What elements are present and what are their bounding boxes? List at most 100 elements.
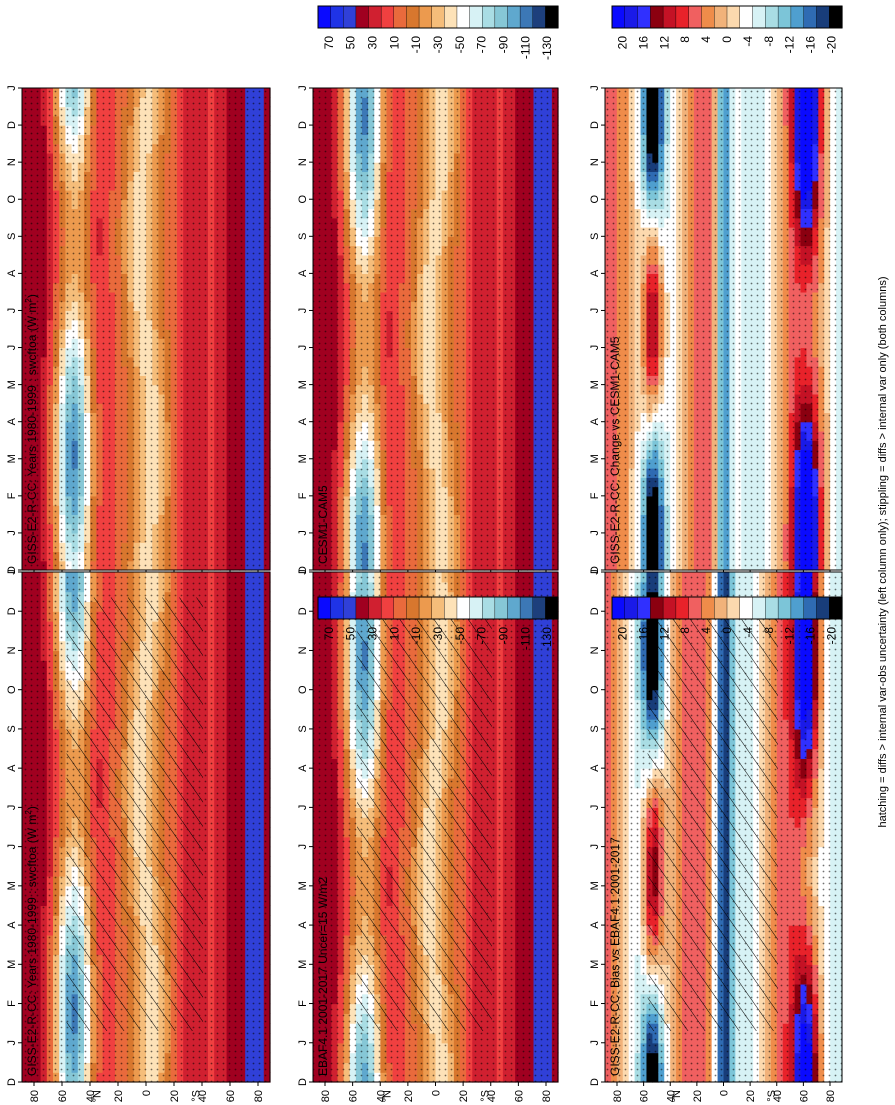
lat-tick-label: 80 (320, 1090, 332, 1102)
month-tick-label: S (297, 725, 309, 732)
colorbar-tick-label: -90 (496, 36, 510, 54)
lat-tick-label: 40 (772, 1090, 784, 1102)
month-tick-label: J (297, 85, 309, 91)
colorbar-tick-label: -70 (475, 36, 489, 54)
month-tick-label: J (589, 844, 601, 850)
month-tick-label: N (589, 158, 601, 166)
month-tick-label: O (589, 195, 601, 204)
month-tick-label: A (297, 417, 309, 425)
month-tick-label: M (589, 380, 601, 389)
colorbar-tick-label: -12 (783, 627, 797, 645)
month-tick-label: J (589, 85, 601, 91)
lat-tick-label: 20 (745, 1090, 757, 1102)
lat-tick-label: 40 (85, 1090, 97, 1102)
colorbar-tick-label: -50 (453, 36, 467, 54)
panel-title: CESM1-CAM5 (316, 485, 330, 564)
month-tick-label: D (589, 121, 601, 129)
colorbar-tick-label: 12 (657, 627, 671, 641)
south-label: °S (766, 1090, 778, 1102)
colorbar-tick-label: 10 (387, 36, 401, 50)
north-label: °N (91, 1090, 103, 1102)
colorbar-tick-label: -110 (518, 627, 532, 650)
panel-p4: 80604020020406080°N°SDJFMAMJJASONDJCESM1… (297, 85, 559, 590)
month-tick-label: J (589, 1040, 601, 1046)
month-tick-label: N (297, 158, 309, 166)
month-tick-label: J (297, 308, 309, 314)
lat-tick-label: 40 (197, 1090, 209, 1102)
month-tick-label: J (297, 1040, 309, 1046)
lat-tick-label: 60 (639, 1090, 651, 1102)
month-tick-label: D (589, 1078, 601, 1086)
colorbar-tick-label: 0 (720, 627, 734, 634)
lat-tick-label: 60 (57, 1090, 69, 1102)
lat-tick-label: 20 (113, 1090, 125, 1102)
colorbar-tick-label: -12 (783, 36, 797, 54)
month-tick-label: M (297, 454, 309, 463)
month-tick-label: M (297, 881, 309, 890)
lat-tick-label: 20 (692, 1090, 704, 1102)
stippling (313, 88, 558, 570)
month-tick-label: O (297, 685, 309, 694)
month-tick-label: J (589, 308, 601, 314)
lat-tick-label: 60 (798, 1090, 810, 1102)
lat-tick-label: 80 (29, 1090, 41, 1102)
month-tick-label: J (6, 569, 18, 575)
colorbar-tick-label: 20 (615, 36, 629, 50)
month-tick-label: S (589, 233, 601, 240)
month-tick-label: J (297, 569, 309, 575)
month-tick-label: F (6, 1000, 18, 1007)
colorbar-tick-label: -30 (431, 36, 445, 54)
colorbar-tick-label: 70 (322, 627, 336, 641)
colorbar-cb1: 70 50 30 10 -10 -30 -50 -70 -90 -110 -130 (317, 5, 559, 60)
north-label: °N (382, 1090, 394, 1102)
month-tick-label: F (6, 492, 18, 499)
colorbar-tick-label: -20 (825, 36, 839, 54)
month-tick-label: J (297, 844, 309, 850)
lat-tick-label: 40 (486, 1090, 498, 1102)
month-tick-label: J (297, 805, 309, 811)
panel-title: GISS-E2-R-CC: Years 1980-1999 : swcftoa … (24, 294, 39, 564)
colorbar-tick-label: 0 (720, 36, 734, 43)
month-tick-label: M (297, 380, 309, 389)
lat-tick-label: 20 (458, 1090, 470, 1102)
south-label: °S (191, 1090, 203, 1102)
hatching (66, 597, 204, 1031)
lat-tick-label: 80 (541, 1090, 553, 1102)
panel-title: GISS-E2-R-CC: Change vs CESM1-CAM5 (608, 336, 622, 564)
month-tick-label: S (589, 725, 601, 732)
month-tick-label: M (6, 454, 18, 463)
panel-title: GISS-E2-R-CC: Years 1980-1999 : swcftoa … (24, 806, 39, 1076)
colorbar-tick-label: -30 (431, 627, 445, 645)
month-tick-label: J (6, 1040, 18, 1046)
colorbar-tick-label: -8 (762, 36, 776, 47)
month-tick-label: J (589, 530, 601, 536)
month-tick-label: F (589, 1000, 601, 1007)
panel-p5: 80 60 40 20 0 20 40 60 80°N °SDJFMAMJJASONDJGISS-… (589, 569, 843, 1102)
colorbar-tick-label: -4 (741, 36, 755, 47)
month-tick-label: N (6, 158, 18, 166)
month-tick-label: J (6, 308, 18, 314)
month-tick-label: N (589, 646, 601, 654)
colorbar-tick-label: 8 (678, 36, 692, 43)
panel-p1: 80 60 40 20 0 20 40 60 80°N °SDJFMAMJJASONDJGISS-… (6, 569, 271, 1102)
month-tick-label: M (589, 881, 601, 890)
month-tick-label: M (589, 454, 601, 463)
month-tick-label: J (589, 805, 601, 811)
colorbar-tick-label: 30 (366, 627, 380, 641)
month-tick-label: A (297, 764, 309, 772)
colorbar-cb4: 20 16 12 8 4 0 -4 -8 -12 -16 -20 (611, 596, 843, 645)
footer-note: hatching = diffs > internal var-obs unce… (877, 276, 889, 827)
lat-tick-label: 20 (403, 1090, 415, 1102)
month-tick-label: O (6, 685, 18, 694)
colorbar-tick-label: -16 (804, 36, 818, 54)
month-tick-label: S (6, 233, 18, 240)
month-tick-label: J (6, 345, 18, 351)
panel-p6: 80604020020406080°N°SDJFMAMJJASONDJGISS-… (589, 85, 843, 590)
colorbar-tick-label: -16 (804, 627, 818, 645)
hatching (357, 597, 492, 1031)
colorbar-tick-label: 12 (657, 36, 671, 50)
colorbar-tick-label: 4 (699, 36, 713, 43)
month-tick-label: F (297, 492, 309, 499)
colorbar-tick-label: 70 (322, 36, 336, 50)
month-tick-label: A (6, 269, 18, 277)
